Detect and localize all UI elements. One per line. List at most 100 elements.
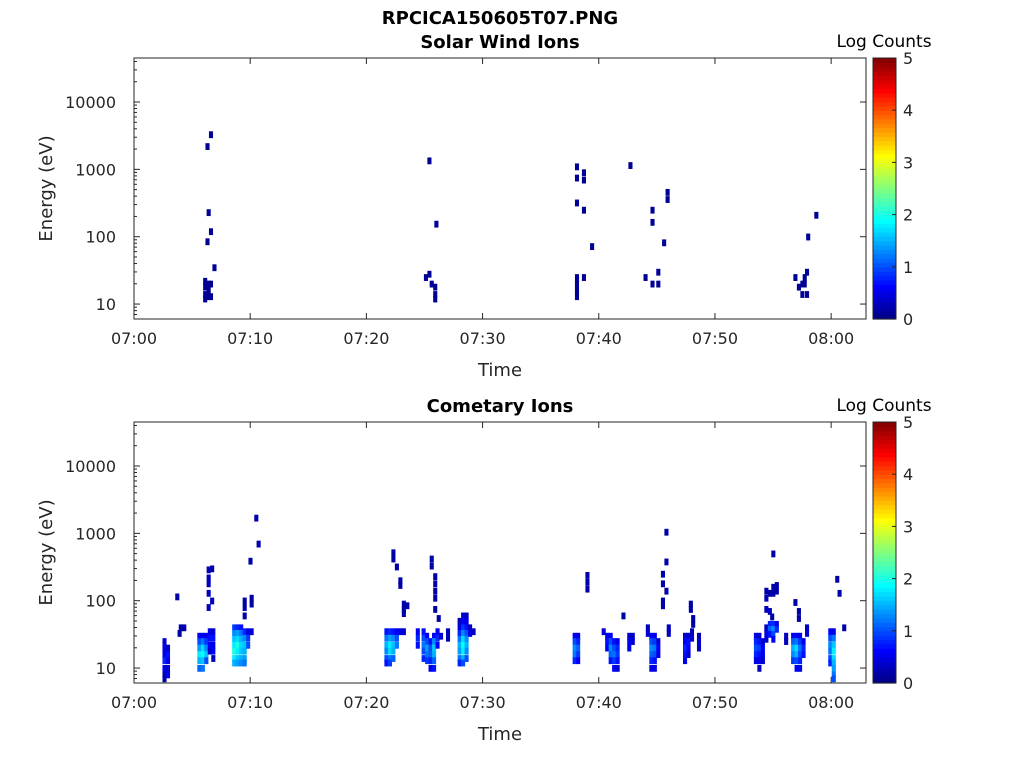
x-tick-label: 07:10 — [227, 329, 273, 348]
colorbar-segment — [873, 487, 896, 493]
heatmap-cell — [688, 606, 693, 613]
heatmap-cell — [696, 638, 702, 645]
heatmap-cell — [800, 291, 805, 298]
heatmap-cell — [211, 647, 216, 655]
heatmap-cell — [435, 628, 440, 636]
heatmap-cell — [805, 291, 810, 298]
heatmap-cell — [660, 570, 666, 578]
colorbar-segment — [873, 192, 896, 198]
colorbar-segment — [873, 613, 896, 619]
heatmap-cell — [793, 599, 798, 606]
heatmap-cell — [457, 655, 462, 662]
heatmap-cell — [232, 630, 237, 637]
heatmap-cell — [794, 657, 799, 665]
heatmap-cell — [767, 608, 772, 615]
colorbar-segment — [873, 517, 896, 523]
heatmap-cell — [683, 657, 688, 665]
colorbar-segment — [873, 114, 896, 120]
colorbar-segment — [873, 171, 896, 177]
heatmap-cell — [232, 624, 237, 632]
heatmap-cell — [660, 580, 666, 588]
heatmap-cell — [645, 624, 650, 632]
heatmap-cell — [421, 628, 426, 636]
heatmap-cell — [246, 634, 251, 642]
colorbar-segment — [873, 543, 896, 549]
heatmap-cell — [457, 647, 462, 655]
colorbar-segment — [873, 240, 896, 246]
colorbar-segment — [873, 227, 896, 233]
heatmap-cell — [197, 664, 202, 672]
colorbar-segment — [873, 310, 896, 316]
heatmap-cell — [771, 635, 776, 643]
heatmap-cell — [688, 600, 693, 608]
colorbar-segment — [873, 535, 896, 541]
heatmap-cell — [429, 562, 434, 570]
heatmap-cell — [605, 632, 610, 640]
colorbar-segment — [873, 604, 896, 610]
heatmap-cell — [421, 647, 426, 655]
heatmap-cell — [774, 620, 779, 628]
colorbar-segment — [873, 210, 896, 216]
heatmap-cell — [242, 597, 247, 605]
plot-area — [133, 421, 867, 684]
colorbar-segment — [873, 678, 896, 684]
colorbar-segment — [873, 600, 896, 606]
colorbar-segment — [873, 435, 896, 440]
heatmap-cell — [401, 606, 406, 613]
heatmap-cell — [757, 651, 762, 659]
heatmap-cell — [206, 287, 211, 295]
heatmap-cell — [457, 624, 462, 632]
heatmap-cell — [394, 563, 399, 571]
colorbar-segment — [873, 175, 896, 181]
heatmap-cell — [831, 655, 836, 662]
colorbar-segment — [873, 297, 896, 303]
heatmap-cell — [239, 647, 244, 655]
heatmap-cell — [800, 280, 805, 288]
heatmap-cell — [384, 647, 389, 655]
heatmap-cell — [464, 635, 469, 643]
colorbar-segment — [873, 188, 896, 194]
heatmap-cell — [433, 587, 438, 595]
heatmap-cell — [468, 624, 473, 632]
heatmap-cell — [585, 578, 590, 586]
heatmap-cell — [401, 610, 406, 618]
colorbar-segment — [873, 127, 896, 133]
heatmap-cell — [771, 583, 776, 591]
heatmap-cell — [239, 635, 244, 643]
heatmap-cell — [162, 657, 167, 665]
heatmap-cell — [801, 638, 806, 645]
heatmap-cell — [428, 638, 433, 645]
heatmap-cell — [425, 638, 430, 645]
heatmap-cell — [457, 635, 462, 643]
heatmap-cell — [770, 613, 775, 621]
colorbar-segment — [873, 456, 896, 462]
heatmap-cell — [608, 632, 613, 640]
heatmap-cell — [242, 647, 247, 655]
heatmap-cell — [175, 593, 180, 601]
heatmap-cell — [605, 638, 610, 645]
heatmap-cell — [445, 628, 451, 636]
heatmap-cell — [576, 638, 581, 645]
colorbar-tick-label: 1 — [903, 258, 913, 277]
heatmap-cell — [630, 638, 635, 645]
colorbar-segment — [873, 635, 896, 641]
heatmap-cell — [686, 644, 691, 652]
heatmap-cell — [691, 620, 696, 628]
heatmap-cell — [764, 587, 769, 595]
heatmap-cell — [767, 625, 772, 633]
colorbar-segment — [873, 249, 896, 255]
colorbar-segment — [873, 97, 896, 103]
heatmap-cell — [842, 624, 847, 632]
heatmap-cell — [232, 641, 237, 649]
heatmap-cell — [398, 582, 403, 589]
plot-area — [133, 57, 867, 320]
heatmap-cell — [200, 644, 205, 652]
heatmap-cell — [683, 644, 688, 652]
heatmap-cell — [576, 632, 581, 640]
heatmap-cell — [649, 664, 654, 672]
heatmap-cell — [239, 624, 244, 632]
heatmap-cell — [204, 657, 209, 665]
heatmap-cell — [421, 641, 426, 649]
heatmap-cell — [650, 218, 655, 226]
heatmap-cell — [208, 131, 214, 139]
